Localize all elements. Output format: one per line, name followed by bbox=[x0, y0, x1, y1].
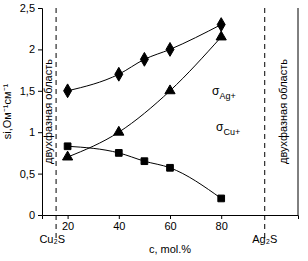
marker bbox=[218, 195, 225, 202]
y-tick-mark bbox=[38, 91, 42, 92]
chart: 0 0,5 1 1,5 2 2,5 20 40 60 80 c, mol.% si,Ом⁻¹см⁻¹ C… bbox=[0, 0, 308, 261]
x-tick-label: 80 bbox=[216, 220, 228, 232]
y-tick-label: 2 bbox=[29, 43, 35, 55]
dashed-line bbox=[264, 8, 265, 241]
x-tick-label: 40 bbox=[113, 220, 125, 232]
x-tick: 40 bbox=[113, 215, 125, 232]
y-tick: 1 bbox=[29, 126, 42, 138]
region-label: двухфазная область bbox=[42, 59, 54, 164]
frame bbox=[298, 8, 299, 215]
x-tick-mark bbox=[170, 215, 171, 219]
marker bbox=[167, 164, 174, 171]
y-tick-label: 1 bbox=[29, 126, 35, 138]
y-tick: 0 bbox=[29, 209, 42, 221]
x-tick-mark bbox=[221, 215, 222, 219]
x-tick-mark bbox=[68, 215, 69, 219]
series-line bbox=[68, 25, 222, 91]
y-tick-mark bbox=[38, 132, 42, 133]
marker bbox=[166, 42, 174, 56]
series-label: σCu+ bbox=[216, 120, 240, 137]
y-tick: 2 bbox=[29, 43, 42, 55]
y-tick-label: 2,5 bbox=[20, 2, 35, 14]
marker bbox=[114, 126, 124, 135]
y-axis-title: si,Ом⁻¹см⁻¹ bbox=[1, 83, 13, 139]
end-label: Ag₂S bbox=[252, 233, 277, 245]
y-tick-mark bbox=[38, 174, 42, 175]
y-tick: 0,5 bbox=[20, 168, 42, 180]
y-tick-mark bbox=[38, 215, 42, 216]
x-tick: 60 bbox=[164, 215, 176, 232]
y-tick-label: 0,5 bbox=[20, 168, 35, 180]
marker bbox=[140, 52, 148, 66]
region-label: двухфазная область bbox=[277, 59, 289, 164]
end-label: Cu₂S bbox=[39, 233, 65, 245]
marker bbox=[64, 84, 72, 98]
y-tick-mark bbox=[38, 49, 42, 50]
y-tick-label: 0 bbox=[29, 209, 35, 221]
y-tick: 2,5 bbox=[20, 2, 42, 14]
y-tick: 1,5 bbox=[20, 85, 42, 97]
marker bbox=[217, 18, 225, 32]
x-tick: 20 bbox=[62, 215, 74, 232]
marker bbox=[64, 143, 71, 150]
x-tick-label: 20 bbox=[62, 220, 74, 232]
x-axis-title: c, mol.% bbox=[149, 243, 191, 255]
marker bbox=[63, 151, 73, 160]
marker bbox=[115, 67, 123, 81]
series-line bbox=[68, 146, 222, 198]
x-axis: 20 40 60 80 bbox=[43, 215, 299, 232]
y-tick-mark bbox=[38, 8, 42, 9]
series-label: σAg+ bbox=[212, 84, 236, 101]
marker bbox=[141, 158, 148, 165]
marker bbox=[165, 85, 175, 94]
series-line bbox=[68, 37, 222, 157]
dashed-line bbox=[56, 8, 57, 241]
x-tick-mark bbox=[119, 215, 120, 219]
x-tick: 80 bbox=[216, 215, 228, 232]
y-axis: 0 0,5 1 1,5 2 2,5 bbox=[20, 2, 43, 221]
x-tick-label: 60 bbox=[164, 220, 176, 232]
x-axis-line bbox=[43, 216, 299, 220]
y-tick-label: 1,5 bbox=[20, 85, 35, 97]
plot-area bbox=[63, 18, 227, 202]
marker bbox=[115, 150, 122, 157]
marker bbox=[216, 31, 226, 40]
